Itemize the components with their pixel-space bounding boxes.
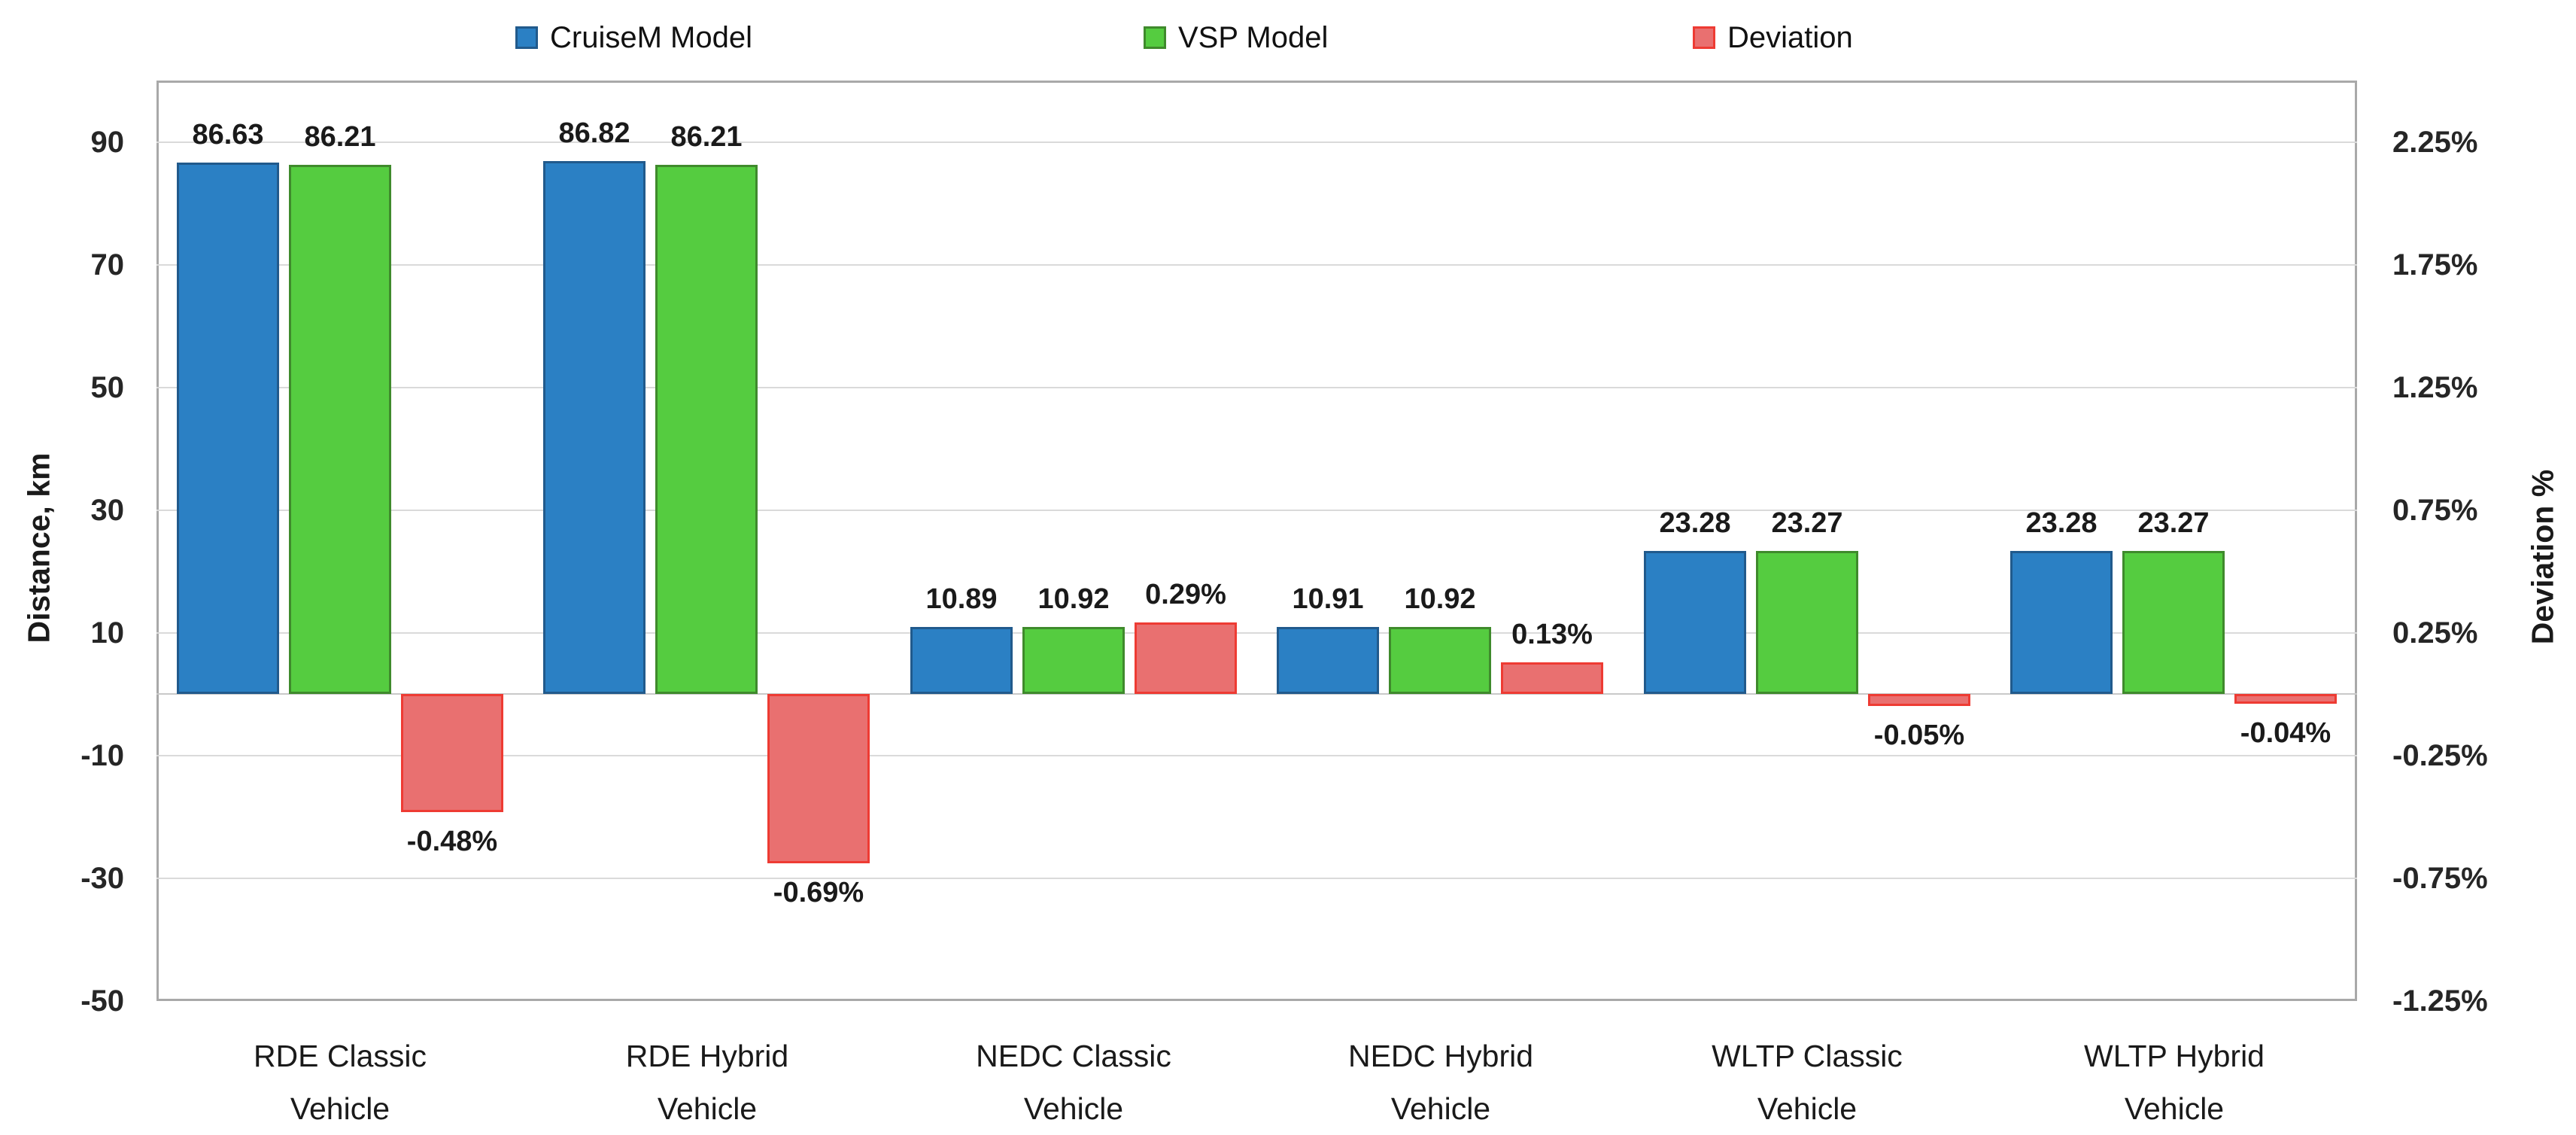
legend-swatch-deviation bbox=[1693, 26, 1715, 49]
legend-item-cruisem-model: CruiseM Model bbox=[515, 20, 752, 56]
bar-vsp-model-rde-classic-vehicle bbox=[289, 165, 391, 694]
legend-item-deviation: Deviation bbox=[1693, 20, 1853, 56]
right-tick-1.75: 1.75% bbox=[2392, 248, 2478, 281]
bar-deviation-nedc-hybrid-vehicle bbox=[1501, 662, 1603, 694]
bar-deviation-wltp-hybrid-vehicle bbox=[2234, 694, 2337, 704]
bar-deviation-rde-hybrid-vehicle bbox=[767, 694, 870, 863]
data-label-deviation-rde-classic-vehicle: -0.48% bbox=[406, 826, 498, 857]
right-tick--1.25: -1.25% bbox=[2392, 984, 2488, 1018]
gridline-90 bbox=[156, 141, 2357, 143]
x-label-line-2: Vehicle bbox=[2124, 1091, 2225, 1126]
data-label-deviation-nedc-hybrid-vehicle: 0.13% bbox=[1511, 619, 1593, 650]
bar-deviation-rde-classic-vehicle bbox=[401, 694, 503, 812]
x-label-nedc-classic-vehicle: NEDC Classic Vehicle bbox=[890, 1030, 1257, 1135]
data-label-cruisem-model-rde-hybrid-vehicle: 86.82 bbox=[558, 117, 630, 149]
data-label-cruisem-model-wltp-hybrid-vehicle: 23.28 bbox=[2025, 507, 2098, 539]
x-label-wltp-hybrid-vehicle: WLTP Hybrid Vehicle bbox=[1991, 1030, 2358, 1135]
data-label-vsp-model-nedc-classic-vehicle: 10.92 bbox=[1037, 583, 1110, 615]
data-label-vsp-model-wltp-classic-vehicle: 23.27 bbox=[1771, 507, 1843, 539]
left-tick--50: -50 bbox=[80, 984, 124, 1018]
gridline--10 bbox=[156, 754, 2357, 756]
data-label-deviation-wltp-classic-vehicle: -0.05% bbox=[1873, 720, 1965, 751]
data-label-cruisem-model-wltp-classic-vehicle: 23.28 bbox=[1659, 507, 1731, 539]
legend-label-vsp-model: VSP Model bbox=[1178, 21, 1329, 54]
x-label-line-1: RDE Hybrid bbox=[625, 1039, 789, 1073]
gridline-10 bbox=[156, 631, 2357, 634]
bar-vsp-model-nedc-classic-vehicle bbox=[1022, 627, 1125, 694]
data-label-vsp-model-nedc-hybrid-vehicle: 10.92 bbox=[1404, 583, 1476, 615]
x-label-line-1: WLTP Hybrid bbox=[2084, 1039, 2265, 1073]
data-label-deviation-nedc-classic-vehicle: 0.29% bbox=[1145, 579, 1226, 610]
data-label-vsp-model-rde-classic-vehicle: 86.21 bbox=[304, 121, 376, 153]
right-tick-0.75: 0.75% bbox=[2392, 493, 2478, 527]
x-label-line-1: NEDC Hybrid bbox=[1347, 1039, 1534, 1073]
left-tick-30: 30 bbox=[90, 493, 125, 527]
legend-item-vsp-model: VSP Model bbox=[1144, 20, 1328, 56]
x-label-line-2: Vehicle bbox=[657, 1091, 758, 1126]
data-label-cruisem-model-nedc-classic-vehicle: 10.89 bbox=[925, 583, 998, 615]
right-tick--0.25: -0.25% bbox=[2392, 738, 2488, 772]
data-label-deviation-wltp-hybrid-vehicle: -0.04% bbox=[2240, 717, 2331, 749]
bar-cruisem-model-nedc-hybrid-vehicle bbox=[1277, 627, 1379, 694]
gridline-30 bbox=[156, 509, 2357, 511]
right-tick-1.25: 1.25% bbox=[2392, 370, 2478, 404]
right-tick--0.75: -0.75% bbox=[2392, 861, 2488, 895]
left-tick-50: 50 bbox=[90, 370, 125, 404]
legend: CruiseM Model VSP Model Deviation bbox=[0, 20, 2576, 56]
bar-vsp-model-wltp-classic-vehicle bbox=[1756, 551, 1858, 694]
bar-vsp-model-nedc-hybrid-vehicle bbox=[1389, 627, 1491, 694]
x-label-line-1: NEDC Classic bbox=[976, 1039, 1171, 1073]
x-label-line-2: Vehicle bbox=[1390, 1091, 1491, 1126]
right-tick-0.25: 0.25% bbox=[2392, 616, 2478, 650]
legend-label-cruisem-model: CruiseM Model bbox=[550, 21, 752, 54]
left-axis-title: Distance, km bbox=[21, 452, 56, 644]
data-label-deviation-rde-hybrid-vehicle: -0.69% bbox=[773, 877, 864, 908]
x-label-rde-classic-vehicle: RDE Classic Vehicle bbox=[156, 1030, 524, 1135]
data-label-cruisem-model-rde-classic-vehicle: 86.63 bbox=[192, 119, 264, 151]
gridline--30 bbox=[156, 877, 2357, 879]
x-label-line-2: Vehicle bbox=[1023, 1091, 1124, 1126]
bar-cruisem-model-rde-hybrid-vehicle bbox=[543, 161, 646, 694]
bar-deviation-wltp-classic-vehicle bbox=[1868, 694, 1970, 706]
left-tick-90: 90 bbox=[90, 125, 125, 159]
bar-deviation-nedc-classic-vehicle bbox=[1135, 622, 1237, 694]
x-label-rde-hybrid-vehicle: RDE Hybrid Vehicle bbox=[524, 1030, 891, 1135]
plot-area bbox=[156, 81, 2357, 1001]
gridline-70 bbox=[156, 263, 2357, 266]
legend-swatch-cruisem-model bbox=[515, 26, 538, 49]
left-tick--30: -30 bbox=[80, 861, 124, 895]
bar-vsp-model-wltp-hybrid-vehicle bbox=[2122, 551, 2225, 694]
bar-cruisem-model-rde-classic-vehicle bbox=[177, 163, 279, 694]
x-label-line-2: Vehicle bbox=[290, 1091, 390, 1126]
bar-cruisem-model-wltp-hybrid-vehicle bbox=[2010, 551, 2113, 694]
left-tick-10: 10 bbox=[90, 616, 125, 650]
right-tick-2.25: 2.25% bbox=[2392, 125, 2478, 159]
x-label-line-1: RDE Classic bbox=[253, 1039, 427, 1073]
right-axis-title: Deviation % bbox=[2525, 469, 2560, 645]
data-label-vsp-model-wltp-hybrid-vehicle: 23.27 bbox=[2137, 507, 2210, 539]
left-tick-70: 70 bbox=[90, 248, 125, 281]
gridline-50 bbox=[156, 386, 2357, 388]
x-label-line-2: Vehicle bbox=[1757, 1091, 1858, 1126]
data-label-vsp-model-rde-hybrid-vehicle: 86.21 bbox=[670, 121, 743, 153]
x-label-wltp-classic-vehicle: WLTP Classic Vehicle bbox=[1624, 1030, 1991, 1135]
legend-swatch-vsp-model bbox=[1144, 26, 1166, 49]
left-tick--10: -10 bbox=[80, 738, 124, 772]
legend-label-deviation: Deviation bbox=[1727, 21, 1853, 54]
bar-cruisem-model-nedc-classic-vehicle bbox=[910, 627, 1013, 694]
bar-cruisem-model-wltp-classic-vehicle bbox=[1644, 551, 1746, 694]
bar-vsp-model-rde-hybrid-vehicle bbox=[655, 165, 758, 694]
x-label-nedc-hybrid-vehicle: NEDC Hybrid Vehicle bbox=[1257, 1030, 1624, 1135]
x-axis-zero-line bbox=[156, 693, 2357, 695]
data-label-cruisem-model-nedc-hybrid-vehicle: 10.91 bbox=[1292, 583, 1364, 615]
x-label-line-1: WLTP Classic bbox=[1712, 1039, 1903, 1073]
